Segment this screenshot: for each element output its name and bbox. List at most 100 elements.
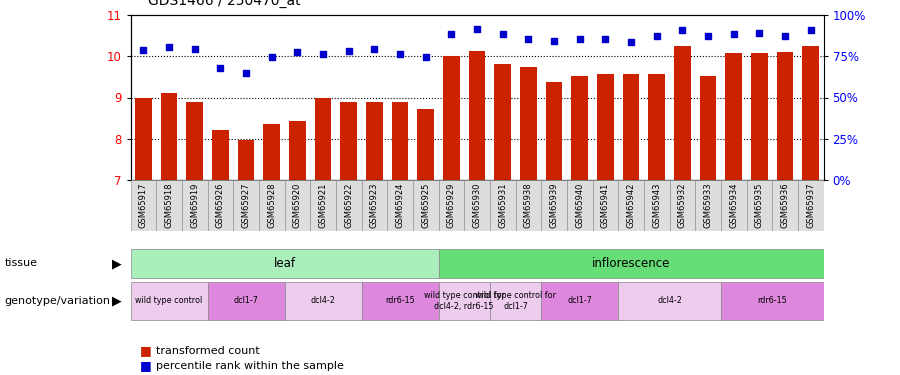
Text: ▶: ▶ [112, 294, 122, 307]
Point [804, 27, 818, 33]
Point [547, 38, 562, 44]
Text: leaf: leaf [274, 257, 295, 270]
Bar [135, 98, 152, 180]
Point [213, 65, 228, 71]
Text: percentile rank within the sample: percentile rank within the sample [156, 361, 344, 370]
FancyBboxPatch shape [157, 180, 182, 231]
FancyBboxPatch shape [130, 282, 208, 320]
Bar [315, 98, 331, 180]
FancyBboxPatch shape [490, 282, 541, 320]
Text: GSM65917: GSM65917 [139, 183, 148, 228]
FancyBboxPatch shape [259, 180, 284, 231]
Bar [674, 46, 690, 180]
Point [752, 30, 767, 36]
Bar [648, 74, 665, 180]
Bar [186, 102, 203, 180]
Bar [418, 109, 434, 180]
FancyBboxPatch shape [618, 180, 644, 231]
Point [418, 54, 433, 60]
Text: GSM65933: GSM65933 [704, 183, 713, 228]
FancyBboxPatch shape [695, 180, 721, 231]
Point [392, 51, 407, 57]
Point [650, 33, 664, 39]
Text: GSM65943: GSM65943 [652, 183, 662, 228]
Text: inflorescence: inflorescence [592, 257, 670, 270]
FancyBboxPatch shape [182, 180, 208, 231]
Point [778, 33, 792, 39]
FancyBboxPatch shape [644, 180, 670, 231]
Text: GSM65921: GSM65921 [319, 183, 328, 228]
Text: tissue: tissue [4, 258, 38, 268]
FancyBboxPatch shape [541, 180, 567, 231]
Bar [777, 52, 793, 180]
Point [675, 27, 689, 33]
Bar [366, 102, 382, 180]
FancyBboxPatch shape [387, 180, 413, 231]
Text: ■: ■ [140, 344, 151, 357]
FancyBboxPatch shape [438, 249, 824, 278]
Bar [392, 102, 409, 180]
Text: GDS1466 / 250470_at: GDS1466 / 250470_at [148, 0, 302, 8]
Text: GSM65928: GSM65928 [267, 183, 276, 228]
Bar [443, 56, 460, 180]
Text: GSM65930: GSM65930 [472, 183, 482, 228]
FancyBboxPatch shape [310, 180, 336, 231]
Point [162, 44, 176, 50]
Point [290, 49, 304, 55]
Point [187, 46, 202, 52]
FancyBboxPatch shape [721, 282, 824, 320]
Bar [623, 74, 639, 180]
Text: wild type control for
dcl1-7: wild type control for dcl1-7 [475, 291, 556, 310]
Text: dcl4-2: dcl4-2 [657, 296, 682, 305]
Bar [494, 64, 511, 180]
Point [136, 47, 150, 53]
FancyBboxPatch shape [284, 282, 362, 320]
FancyBboxPatch shape [284, 180, 310, 231]
FancyBboxPatch shape [721, 180, 746, 231]
Text: rdr6-15: rdr6-15 [757, 296, 787, 305]
Point [496, 32, 510, 38]
Text: ■: ■ [140, 359, 151, 372]
Point [367, 46, 382, 52]
Text: GSM65923: GSM65923 [370, 183, 379, 228]
Text: GSM65922: GSM65922 [344, 183, 353, 228]
FancyBboxPatch shape [490, 180, 516, 231]
Text: transformed count: transformed count [156, 346, 259, 355]
FancyBboxPatch shape [130, 180, 157, 231]
Bar [264, 124, 280, 180]
FancyBboxPatch shape [413, 180, 438, 231]
FancyBboxPatch shape [362, 180, 387, 231]
Text: dcl1-7: dcl1-7 [234, 296, 258, 305]
FancyBboxPatch shape [567, 180, 592, 231]
Text: GSM65920: GSM65920 [292, 183, 302, 228]
Point [444, 30, 458, 36]
Text: ▶: ▶ [112, 257, 122, 270]
Point [316, 51, 330, 57]
Text: GSM65929: GSM65929 [446, 183, 455, 228]
Bar [725, 53, 742, 180]
FancyBboxPatch shape [208, 180, 233, 231]
Text: GSM65936: GSM65936 [780, 183, 789, 228]
FancyBboxPatch shape [516, 180, 541, 231]
Bar [572, 76, 588, 180]
Text: GSM65926: GSM65926 [216, 183, 225, 228]
Bar [802, 46, 819, 180]
Bar [161, 93, 177, 180]
Text: GSM65927: GSM65927 [241, 183, 250, 228]
Text: genotype/variation: genotype/variation [4, 296, 111, 306]
Bar [520, 68, 536, 180]
FancyBboxPatch shape [208, 282, 284, 320]
Point [726, 30, 741, 36]
Text: GSM65919: GSM65919 [190, 183, 199, 228]
FancyBboxPatch shape [130, 249, 438, 278]
Text: GSM65925: GSM65925 [421, 183, 430, 228]
Text: GSM65939: GSM65939 [550, 183, 559, 228]
Text: GSM65918: GSM65918 [165, 183, 174, 228]
FancyBboxPatch shape [618, 282, 721, 320]
FancyBboxPatch shape [233, 180, 259, 231]
Text: GSM65941: GSM65941 [601, 183, 610, 228]
Text: GSM65937: GSM65937 [806, 183, 815, 228]
Text: GSM65934: GSM65934 [729, 183, 738, 228]
Bar [289, 121, 306, 180]
FancyBboxPatch shape [438, 282, 490, 320]
